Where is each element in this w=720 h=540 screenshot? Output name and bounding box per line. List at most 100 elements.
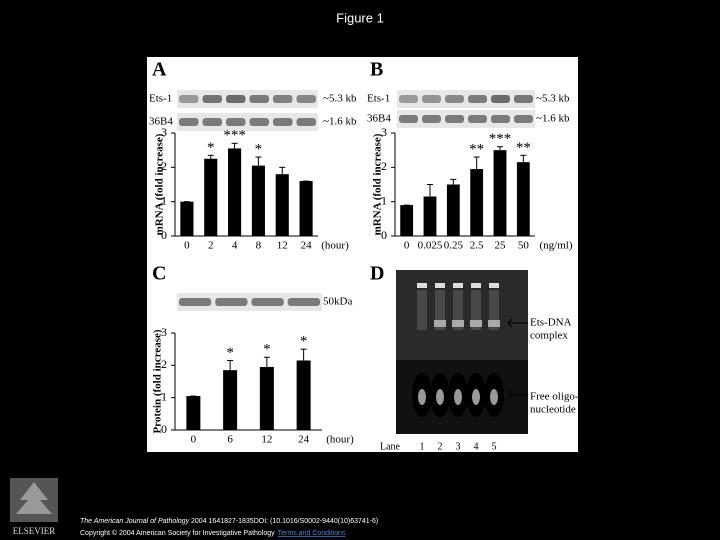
- x-axis-label: (hour): [321, 240, 349, 252]
- x-tick-label: 24: [298, 434, 310, 446]
- y-tick-label: 0: [161, 422, 167, 436]
- blot-size-label: 50kDa: [323, 296, 352, 308]
- free-label: Free oligo-: [530, 391, 579, 403]
- significance: *: [300, 334, 308, 350]
- blot-band: [399, 115, 418, 123]
- bar: [516, 162, 530, 236]
- x-tick-label: 0: [184, 240, 190, 252]
- x-tick-label: 25: [495, 240, 507, 252]
- free-label: nucleotide: [530, 404, 576, 416]
- bar: [251, 165, 265, 236]
- free-oligo-core: [436, 389, 444, 405]
- x-tick-label: 24: [301, 240, 313, 252]
- blot-band: [491, 95, 510, 103]
- blot-size-label: ~1.6 kb: [536, 113, 570, 125]
- publisher: ELSEVIER: [13, 526, 56, 536]
- blot-band: [249, 95, 269, 103]
- copyright-line: Copyright © 2004 American Society for In…: [80, 529, 346, 537]
- citation-text: 2004 1641827-1835DOI: (10.1016/S0002-944…: [189, 518, 378, 525]
- blot-band: [422, 115, 441, 123]
- y-tick-label: 3: [161, 325, 167, 339]
- arrow: [507, 390, 528, 400]
- free-oligo-core: [472, 389, 480, 405]
- blot-size-label: ~1.6 kb: [323, 116, 357, 128]
- gel-well: [489, 283, 499, 288]
- blot-band: [422, 95, 441, 103]
- y-tick-label: 3: [381, 125, 387, 139]
- blot-band: [514, 115, 533, 123]
- blot-band: [249, 118, 269, 126]
- x-axis-label: (hour): [326, 434, 354, 446]
- significance: ***: [223, 128, 246, 144]
- gel-smear: [435, 290, 445, 330]
- bar: [299, 181, 313, 236]
- blot-band: [399, 95, 418, 103]
- y-axis-label: mRNA (fold increase): [372, 133, 384, 235]
- complex-band: [488, 320, 500, 327]
- terms-link[interactable]: Terms and Conditions: [278, 530, 346, 537]
- blot-band: [468, 115, 487, 123]
- lane-number: 5: [492, 441, 497, 452]
- gel-smear: [471, 290, 481, 330]
- blot-size-label: ~5.3 kb: [536, 93, 570, 105]
- x-tick-label: 12: [277, 240, 288, 252]
- blot-band: [179, 95, 199, 103]
- blot-band: [179, 118, 199, 126]
- blot-row-label: 36B4: [367, 113, 391, 125]
- lane-label: Lane: [380, 441, 401, 452]
- free-oligo-core: [418, 389, 426, 405]
- y-tick-label: 1: [161, 389, 167, 403]
- blot-band: [445, 95, 464, 103]
- panel-letter: D: [370, 263, 384, 285]
- y-axis-label: Protein (fold increase): [152, 329, 164, 433]
- bar: [204, 158, 218, 236]
- blot-strip: [177, 90, 318, 108]
- blot-band: [179, 298, 212, 306]
- blot-band: [226, 118, 246, 126]
- blot-strip: [397, 110, 535, 128]
- gel-well: [435, 283, 445, 288]
- y-tick-label: 1: [161, 193, 167, 207]
- blot-band: [445, 115, 464, 123]
- lane-number: 2: [438, 441, 443, 452]
- complex-band: [452, 320, 464, 327]
- blot-band: [202, 95, 222, 103]
- complex-band: [470, 320, 482, 327]
- free-oligo-core: [490, 389, 498, 405]
- x-tick-label: 8: [256, 240, 262, 252]
- complex-label: complex: [530, 330, 568, 342]
- blot-row-label: 36B4: [149, 116, 173, 128]
- blot-band: [287, 298, 320, 306]
- blot-size-label: ~5.3 kb: [323, 93, 357, 105]
- bar: [186, 396, 201, 430]
- bar: [259, 366, 274, 430]
- complex-label: Ets-DNA: [530, 317, 572, 329]
- gel-smear: [489, 290, 499, 330]
- x-tick-label: 2.5: [470, 240, 484, 252]
- blot-band: [514, 95, 533, 103]
- significance: *: [263, 342, 271, 358]
- blot-band: [226, 95, 246, 103]
- blot-band: [468, 95, 487, 103]
- bar: [423, 196, 437, 236]
- gel-smear: [453, 290, 463, 330]
- bar: [446, 184, 460, 236]
- x-tick-label: 0: [404, 240, 410, 252]
- y-tick-label: 2: [381, 159, 387, 173]
- gel-smear: [417, 290, 427, 330]
- copyright: Copyright © 2004 American Society for In…: [80, 529, 275, 537]
- x-tick-label: 0.25: [444, 240, 464, 252]
- lane-number: 4: [474, 441, 479, 452]
- y-tick-label: 0: [381, 228, 387, 242]
- blot-row-label: Ets-1: [149, 93, 172, 105]
- complex-band: [434, 320, 446, 327]
- significance: **: [516, 140, 531, 156]
- gel-well: [471, 283, 481, 288]
- significance: ***: [489, 131, 512, 147]
- significance: **: [469, 141, 484, 157]
- bar: [470, 169, 484, 236]
- panel-letter: B: [370, 59, 383, 81]
- blot-row-label: Ets-1: [367, 93, 390, 105]
- significance: *: [226, 345, 234, 361]
- free-oligo-core: [454, 389, 462, 405]
